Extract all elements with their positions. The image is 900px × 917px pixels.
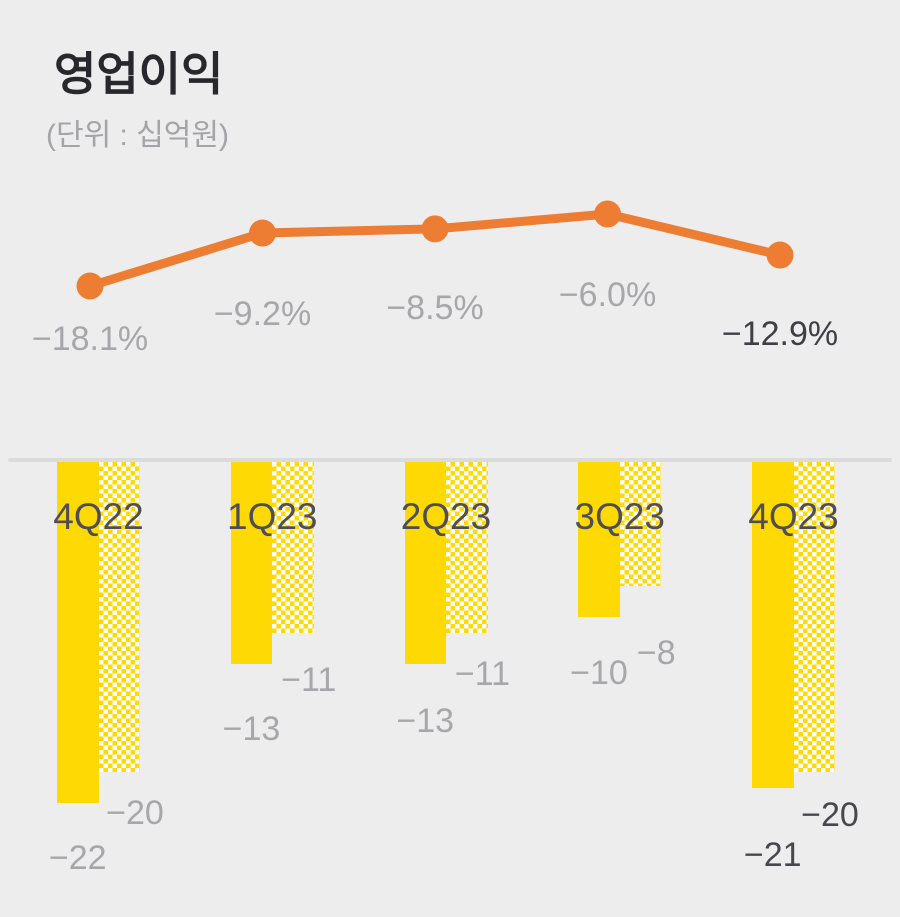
- line-point-1Q23: [249, 219, 276, 247]
- line-value-label-1Q23: −9.2%: [213, 295, 312, 334]
- line-point-4Q22: [76, 272, 104, 300]
- bar-baseline-axis: [8, 458, 892, 462]
- chart-title: 영업이익: [54, 48, 224, 100]
- solid-bar-2Q23: [404, 462, 446, 664]
- solid-bar-value-4Q22: −22: [48, 839, 107, 877]
- pattern-bar-1Q23: [272, 462, 314, 633]
- line-value-label-4Q23: −12.9%: [721, 315, 839, 354]
- pattern-bar-value-1Q23: −11: [281, 660, 337, 699]
- solid-bar-value-4Q23: −21: [743, 835, 802, 874]
- solid-bar-value-2Q23: −13: [396, 701, 455, 740]
- line-value-label-3Q23: −6.0%: [558, 276, 657, 314]
- category-label-4Q23: 4Q23: [748, 496, 839, 537]
- pattern-bar-value-3Q23: −8: [636, 634, 676, 672]
- chart-unit-label: (단위 : 십억원): [46, 119, 229, 152]
- category-label-3Q23: 3Q23: [574, 496, 666, 537]
- line-value-label-4Q22: −18.1%: [31, 319, 149, 358]
- solid-bar-4Q22: [57, 462, 99, 803]
- pattern-bar-4Q22: [98, 462, 140, 772]
- pattern-bar-2Q23: [446, 462, 488, 633]
- solid-bar-value-3Q23: −10: [570, 654, 628, 692]
- pattern-bar-3Q23: [619, 462, 662, 586]
- line-point-4Q23: [766, 241, 794, 269]
- pattern-bar-value-4Q23: −20: [801, 796, 859, 834]
- pattern-bar-value-4Q22: −20: [106, 794, 164, 832]
- category-label-4Q22: 4Q22: [53, 496, 144, 537]
- solid-bar-1Q23: [230, 462, 273, 664]
- line-chart-svg: [76, 200, 794, 300]
- solid-bar-4Q23: [752, 462, 794, 788]
- category-label-1Q23: 1Q23: [226, 496, 318, 537]
- solid-bar-3Q23: [578, 462, 620, 617]
- line-point-2Q23: [421, 215, 449, 243]
- line-value-label-2Q23: −8.5%: [386, 288, 484, 327]
- category-label-2Q23: 2Q23: [400, 496, 492, 537]
- pattern-bar-value-2Q23: −11: [454, 654, 511, 693]
- line-point-3Q23: [594, 200, 621, 228]
- solid-bar-value-1Q23: −13: [222, 709, 281, 748]
- pattern-bar-4Q23: [793, 462, 835, 772]
